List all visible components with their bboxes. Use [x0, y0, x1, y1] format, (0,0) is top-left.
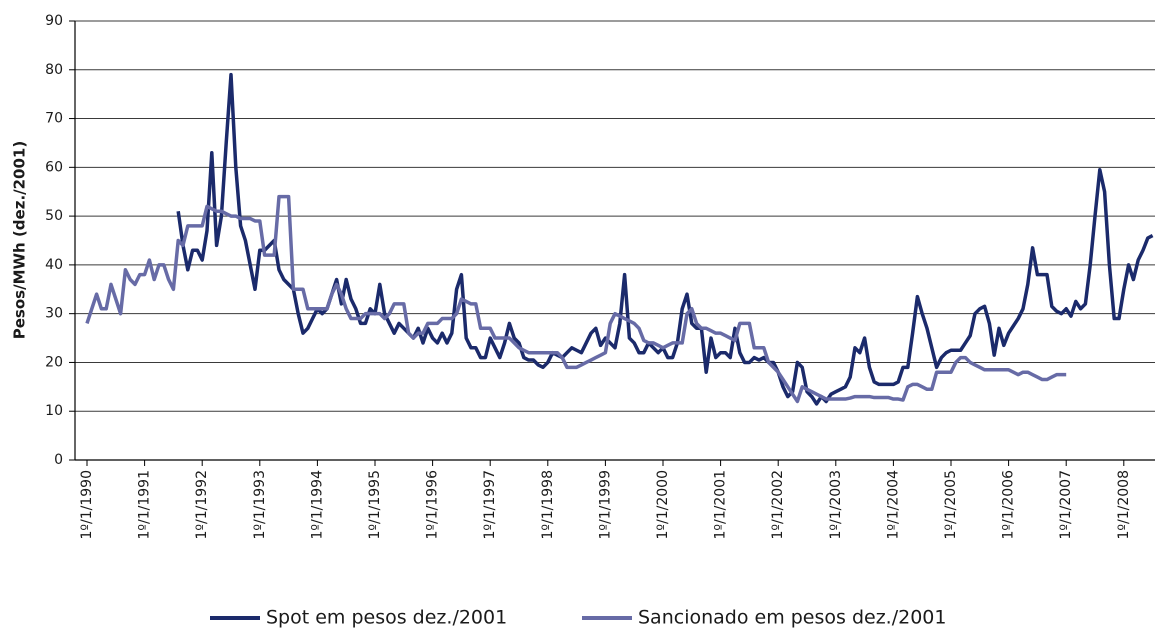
y-tick-label: 0	[54, 452, 63, 468]
x-tick-label: 1º/1/2006	[1001, 470, 1017, 540]
x-tick-label: 1º/1/1998	[540, 470, 556, 539]
x-tick-label: 1º/1/1991	[137, 470, 153, 539]
series-line	[85, 194, 1067, 404]
y-tick-label: 20	[45, 354, 63, 370]
x-tick-label: 1º/1/1997	[482, 470, 498, 539]
x-tick-label: 1º/1/1993	[252, 470, 268, 539]
y-tick-label: 40	[45, 257, 63, 273]
legend-label: Spot em pesos dez./2001	[266, 607, 507, 629]
legend-label: Sancionado em pesos dez./2001	[638, 607, 946, 629]
x-tick-label: 1º/1/2003	[828, 470, 844, 539]
x-tick-label: 1º/1/1995	[367, 470, 383, 539]
x-tick-label: 1º/1/2005	[943, 470, 959, 539]
x-tick-label: 1º/1/1996	[425, 470, 441, 540]
y-axis-title: Pesos/MWh (dez./2001)	[11, 141, 29, 339]
x-tick-label: 1º/1/2008	[1116, 470, 1132, 539]
y-tick-label: 50	[45, 208, 63, 224]
y-tick-label: 10	[45, 403, 63, 419]
y-tick-label: 80	[45, 62, 63, 78]
y-tick-label: 90	[45, 13, 63, 29]
x-tick-label: 1º/1/2001	[713, 470, 729, 539]
y-tick-label: 30	[45, 306, 63, 322]
y-tick-label: 70	[45, 111, 63, 127]
x-tick-label: 1º/1/2004	[885, 470, 901, 540]
series-line	[176, 72, 1154, 406]
x-tick-label: 1º/1/1992	[194, 470, 210, 539]
x-tick-label: 1º/1/1994	[309, 470, 325, 540]
x-tick-label: 1º/1/2007	[1058, 470, 1074, 539]
x-tick-label: 1º/1/2000	[655, 470, 671, 539]
x-tick-label: 1º/1/2002	[770, 470, 786, 539]
x-tick-label: 1º/1/1999	[597, 470, 613, 539]
y-tick-label: 60	[45, 159, 63, 175]
x-tick-label: 1º/1/1990	[79, 470, 95, 539]
